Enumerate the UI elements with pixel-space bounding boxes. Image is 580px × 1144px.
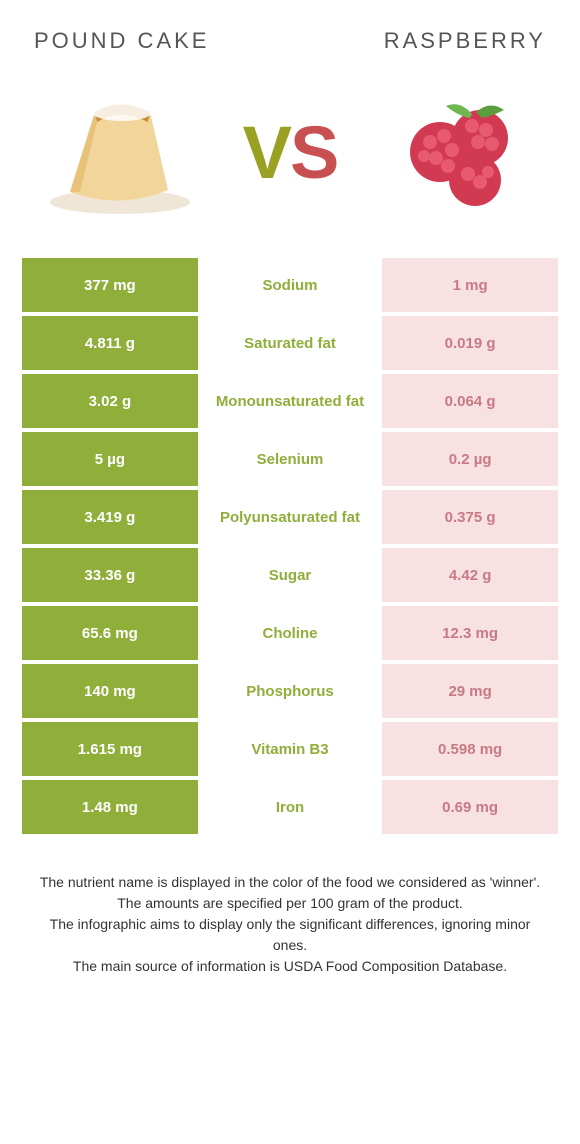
raspberry-image [380, 82, 540, 222]
titles-row: POUND CAKE RASPBERRY [22, 28, 558, 74]
vs-s: S [290, 111, 337, 194]
vs-label: VS [243, 110, 338, 195]
footnote-block: The nutrient name is displayed in the co… [22, 872, 558, 977]
left-value: 33.36 g [22, 548, 198, 602]
right-value: 1 mg [382, 258, 558, 312]
nutrient-label: Sugar [198, 548, 383, 602]
table-row: 140 mgPhosphorus29 mg [22, 664, 558, 718]
footnote-line: The amounts are specified per 100 gram o… [36, 893, 544, 914]
left-value: 65.6 mg [22, 606, 198, 660]
table-row: 1.615 mgVitamin B30.598 mg [22, 722, 558, 776]
table-row: 4.811 gSaturated fat0.019 g [22, 316, 558, 370]
left-value: 5 µg [22, 432, 198, 486]
left-value: 1.615 mg [22, 722, 198, 776]
infographic-root: POUND CAKE RASPBERRY VS [0, 0, 580, 997]
right-value: 0.598 mg [382, 722, 558, 776]
right-food-title: RASPBERRY [384, 28, 546, 54]
footnote-line: The nutrient name is displayed in the co… [36, 872, 544, 893]
cake-icon [40, 82, 200, 222]
left-value: 1.48 mg [22, 780, 198, 834]
pound-cake-image [40, 82, 200, 222]
right-value: 0.064 g [382, 374, 558, 428]
right-value: 0.019 g [382, 316, 558, 370]
right-value: 12.3 mg [382, 606, 558, 660]
left-value: 140 mg [22, 664, 198, 718]
nutrient-label: Saturated fat [198, 316, 383, 370]
raspberry-icon [380, 82, 540, 222]
table-row: 5 µgSelenium0.2 µg [22, 432, 558, 486]
right-value: 29 mg [382, 664, 558, 718]
comparison-table: 377 mgSodium1 mg4.811 gSaturated fat0.01… [22, 258, 558, 834]
nutrient-label: Phosphorus [198, 664, 383, 718]
table-row: 3.02 gMonounsaturated fat0.064 g [22, 374, 558, 428]
vs-v: V [243, 111, 290, 194]
table-row: 3.419 gPolyunsaturated fat0.375 g [22, 490, 558, 544]
left-value: 377 mg [22, 258, 198, 312]
nutrient-label: Sodium [198, 258, 383, 312]
hero-row: VS [22, 74, 558, 258]
right-value: 0.2 µg [382, 432, 558, 486]
right-value: 0.375 g [382, 490, 558, 544]
table-row: 33.36 gSugar4.42 g [22, 548, 558, 602]
table-row: 65.6 mgCholine12.3 mg [22, 606, 558, 660]
footnote-line: The infographic aims to display only the… [36, 914, 544, 956]
left-food-title: POUND CAKE [34, 28, 209, 54]
nutrient-label: Vitamin B3 [198, 722, 383, 776]
left-value: 3.419 g [22, 490, 198, 544]
right-value: 4.42 g [382, 548, 558, 602]
nutrient-label: Iron [198, 780, 383, 834]
right-value: 0.69 mg [382, 780, 558, 834]
nutrient-label: Choline [198, 606, 383, 660]
nutrient-label: Monounsaturated fat [198, 374, 383, 428]
left-value: 3.02 g [22, 374, 198, 428]
nutrient-label: Selenium [198, 432, 383, 486]
footnote-line: The main source of information is USDA F… [36, 956, 544, 977]
table-row: 377 mgSodium1 mg [22, 258, 558, 312]
nutrient-label: Polyunsaturated fat [198, 490, 383, 544]
table-row: 1.48 mgIron0.69 mg [22, 780, 558, 834]
left-value: 4.811 g [22, 316, 198, 370]
